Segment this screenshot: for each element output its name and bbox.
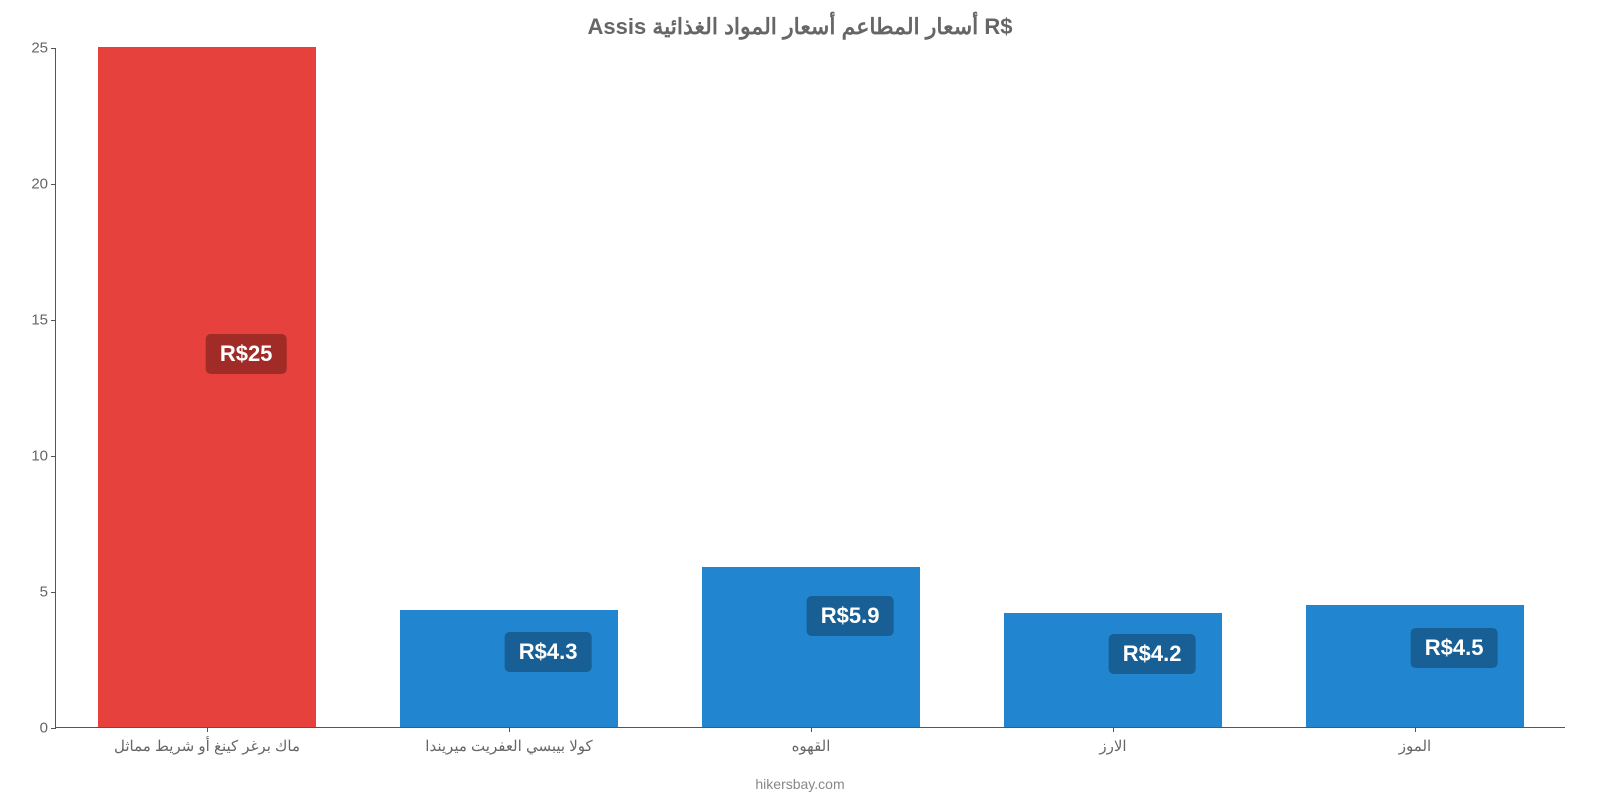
bar-value-label: R$4.2: [1109, 634, 1196, 674]
x-tick-mark: [509, 727, 510, 732]
bar: [702, 567, 919, 727]
y-tick-mark: [51, 728, 56, 729]
x-tick-mark: [811, 727, 812, 732]
x-tick-label: الموز: [1399, 737, 1431, 755]
x-tick-mark: [207, 727, 208, 732]
x-tick-label: ماك برغر كينغ أو شريط مماثل: [114, 737, 300, 755]
y-tick-mark: [51, 456, 56, 457]
plot-region: 0510152025R$25ماك برغر كينغ أو شريط مماث…: [55, 48, 1565, 728]
y-tick-label: 0: [40, 720, 48, 737]
y-tick-mark: [51, 184, 56, 185]
y-tick-label: 10: [31, 448, 48, 465]
bar: [98, 47, 315, 727]
y-tick-mark: [51, 320, 56, 321]
chart-title: Assis أسعار المطاعم أسعار المواد الغذائي…: [0, 0, 1600, 46]
bar-value-label: R$5.9: [807, 596, 894, 636]
x-tick-mark: [1113, 727, 1114, 732]
y-tick-label: 5: [40, 584, 48, 601]
chart-footer: hikersbay.com: [0, 776, 1600, 792]
y-tick-label: 20: [31, 176, 48, 193]
y-tick-label: 15: [31, 312, 48, 329]
x-tick-label: كولا بيبسي العفريت ميريندا: [425, 737, 592, 755]
y-tick-label: 25: [31, 40, 48, 57]
bar-value-label: R$4.3: [505, 632, 592, 672]
x-tick-mark: [1415, 727, 1416, 732]
x-tick-label: الارز: [1099, 737, 1126, 755]
y-tick-mark: [51, 48, 56, 49]
bar-value-label: R$25: [206, 334, 287, 374]
y-tick-mark: [51, 592, 56, 593]
x-tick-label: القهوه: [792, 737, 831, 755]
chart-area: 0510152025R$25ماك برغر كينغ أو شريط مماث…: [55, 48, 1565, 728]
bar-value-label: R$4.5: [1411, 628, 1498, 668]
